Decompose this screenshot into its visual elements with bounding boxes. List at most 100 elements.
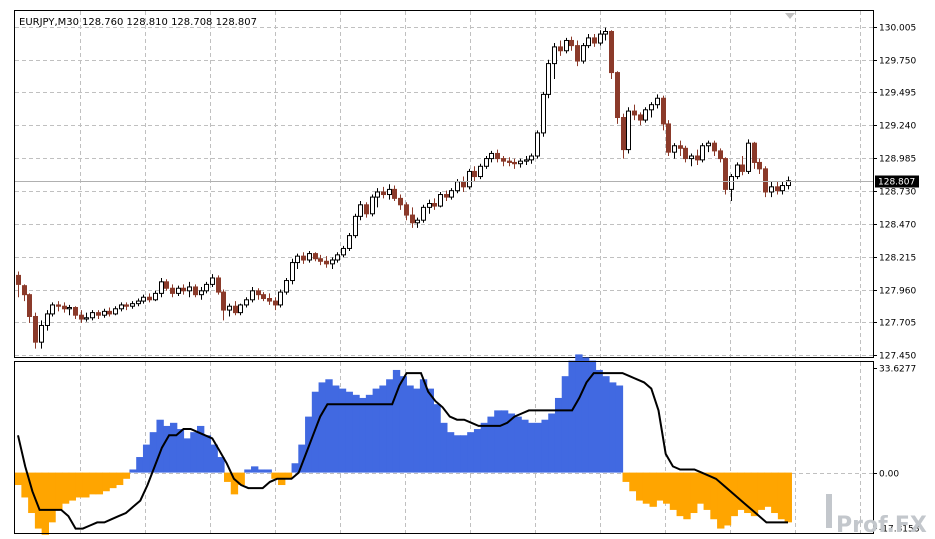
candle-body — [381, 191, 386, 196]
candle-body — [313, 253, 318, 260]
histogram-bar — [413, 388, 421, 473]
histogram-bar — [399, 376, 407, 473]
candle-body — [757, 161, 762, 170]
histogram-bar — [28, 472, 36, 514]
symbol-label: EURJPY,M30 — [19, 17, 79, 28]
candle-body — [250, 290, 255, 301]
candle-body — [472, 170, 477, 178]
histogram-bar — [169, 422, 178, 473]
candle-body — [638, 114, 643, 121]
histogram-bar — [102, 472, 110, 492]
histogram-bar — [41, 472, 49, 535]
histogram-bar — [149, 432, 158, 473]
histogram-bar — [311, 391, 320, 473]
candle-body — [438, 194, 443, 207]
candle-body — [586, 37, 591, 47]
histogram-bar — [338, 388, 347, 473]
candle-body — [210, 277, 215, 285]
histogram-bar — [14, 472, 22, 486]
indicator-tick-label: -17.8158 — [879, 525, 920, 535]
histogram-bar — [446, 432, 455, 473]
histogram-bar — [750, 472, 759, 517]
candle-body — [769, 186, 774, 193]
histogram-bar — [210, 444, 218, 473]
candle-body — [683, 147, 688, 160]
price-grid — [15, 11, 873, 357]
shift-marker-icon[interactable] — [785, 13, 795, 19]
histogram-bar — [345, 391, 353, 473]
current-price-box — [875, 175, 919, 188]
histogram-bar — [379, 385, 387, 473]
candle-body — [415, 219, 420, 224]
histogram-bar — [541, 419, 549, 473]
candle-body — [176, 287, 181, 294]
histogram-bar — [764, 472, 772, 507]
candle-body — [712, 142, 717, 152]
candle-body — [735, 164, 740, 178]
candle-body — [718, 150, 723, 160]
histogram-bar — [142, 444, 151, 473]
histogram-bar — [156, 419, 164, 473]
price-tick-label: 128.730 — [879, 188, 916, 198]
histogram-bar — [122, 472, 131, 479]
candle-body — [478, 165, 483, 178]
histogram-bar — [95, 472, 104, 495]
candle-body — [387, 188, 392, 196]
histogram-bar — [352, 394, 360, 473]
candle-body — [295, 255, 300, 264]
indicator-panel[interactable]: 33.6277 0.00 -17.8158 — [14, 354, 920, 535]
price-panel[interactable]: 130.005 129.750 129.495 129.240 128.985 128.7… — [14, 10, 920, 362]
histogram-bar — [34, 472, 43, 529]
candle-body — [729, 176, 734, 190]
price-tick-label: 127.450 — [879, 352, 916, 362]
price-tick-label: 129.240 — [879, 122, 916, 132]
candle-body — [113, 308, 118, 315]
histogram-bar — [332, 385, 340, 473]
histogram-bar — [568, 360, 576, 473]
histogram-bar — [500, 410, 509, 473]
histogram-bar — [581, 357, 590, 473]
histogram-bar — [757, 472, 765, 510]
candle-body — [90, 312, 95, 319]
histogram-bar — [21, 472, 29, 498]
candle-body — [136, 300, 141, 305]
histogram-bar — [75, 472, 83, 498]
candle-body — [102, 310, 107, 316]
candle-body — [706, 142, 711, 147]
histogram-bar — [183, 438, 191, 473]
histogram-bar — [669, 472, 678, 510]
histogram-bar — [406, 385, 414, 473]
histogram-bar — [48, 472, 56, 523]
histogram-bar — [88, 472, 97, 495]
histogram-bar — [676, 472, 684, 517]
histogram-bar — [453, 435, 462, 473]
histogram-bar — [548, 413, 556, 473]
candle-body — [353, 215, 358, 237]
candle-body — [558, 46, 563, 52]
candle-body — [307, 253, 312, 261]
candle-body — [786, 180, 791, 187]
candle-body — [193, 286, 198, 296]
candle-body — [775, 186, 780, 192]
candle-body — [56, 304, 61, 307]
candle-body — [695, 155, 700, 161]
price-tick-label: 129.495 — [879, 89, 916, 99]
candle-body — [370, 196, 375, 215]
histogram-bar — [284, 472, 293, 479]
histogram-bar — [521, 419, 529, 473]
candle-body — [489, 152, 494, 160]
histogram-bar — [318, 382, 326, 473]
candle-body — [524, 159, 529, 162]
candle-body — [700, 145, 705, 161]
candle-body — [763, 168, 768, 193]
histogram-bar — [359, 397, 367, 473]
candle-body — [33, 315, 38, 343]
histogram-bar — [561, 376, 570, 473]
candle-body — [569, 39, 574, 47]
candle-body — [170, 287, 175, 294]
histogram-bar — [251, 466, 259, 473]
candle-body — [187, 286, 192, 292]
candle-body — [398, 197, 403, 206]
indicator-panel-frame — [14, 361, 874, 534]
candle-body — [512, 161, 517, 165]
